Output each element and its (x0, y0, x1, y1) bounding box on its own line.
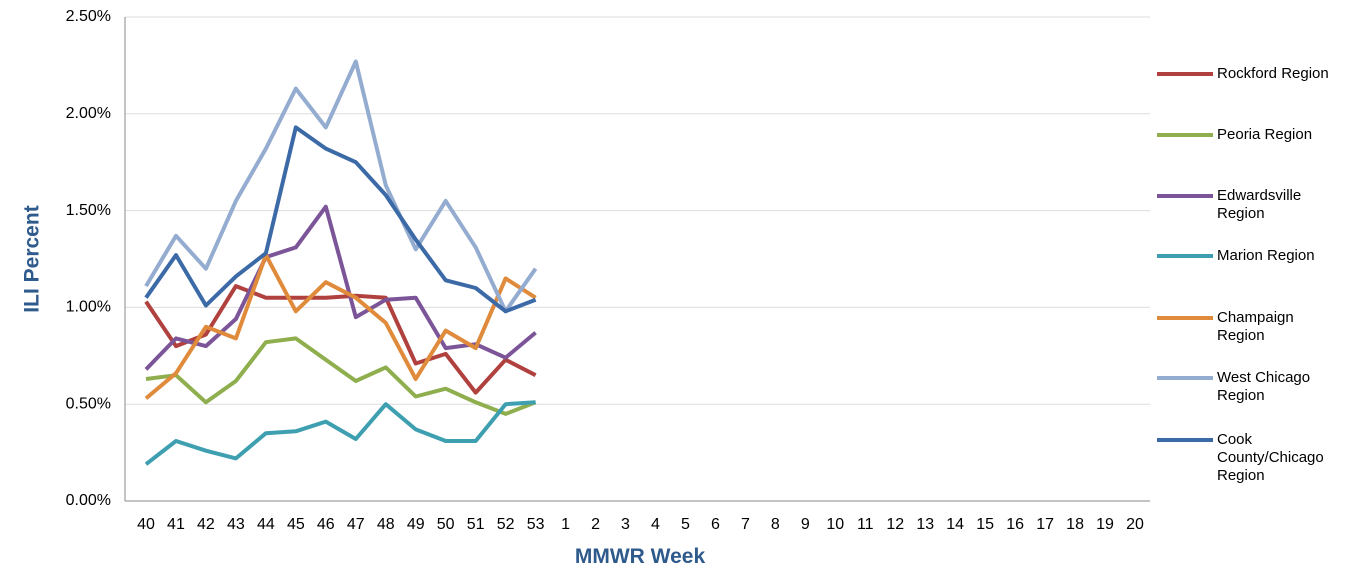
legend-label: Rockford Region (1217, 65, 1329, 82)
x-tick-label: 41 (167, 516, 185, 533)
x-tick-label: 44 (257, 516, 275, 533)
series-line (144, 253, 537, 400)
series-line (144, 59, 538, 314)
x-tick-label: 2 (591, 516, 600, 533)
x-tick-label: 46 (317, 516, 335, 533)
legend-label: Edwardsville Region (1217, 187, 1302, 222)
x-tick-label: 16 (1006, 516, 1024, 533)
series-line (144, 400, 536, 466)
x-axis-title: MMWR Week (575, 545, 706, 568)
x-tick-label: 18 (1066, 516, 1084, 533)
x-tick-label: 52 (497, 516, 515, 533)
x-tick-label: 49 (407, 516, 425, 533)
x-tick-label: 8 (771, 516, 780, 533)
legend-label: Peoria Region (1217, 126, 1313, 143)
x-tick-label: 3 (621, 516, 630, 533)
x-tick-label: 5 (681, 516, 690, 533)
y-tick-label: 0.00% (66, 492, 111, 509)
x-tick-label: 47 (347, 516, 365, 533)
x-tick-label: 14 (946, 516, 964, 533)
y-axis-title: ILI Percent (21, 205, 44, 312)
x-tick-label: 12 (886, 516, 904, 533)
x-tick-label: 4 (651, 516, 660, 533)
x-tick-label: 6 (711, 516, 720, 533)
x-tick-label: 43 (227, 516, 245, 533)
x-tick-label: 17 (1036, 516, 1054, 533)
legend-label: Cook County/Chicago Region (1217, 431, 1324, 484)
x-tick-label: 45 (287, 516, 305, 533)
x-tick-label: 48 (377, 516, 395, 533)
x-tick-label: 51 (467, 516, 485, 533)
series-line (145, 336, 537, 416)
legend-label: Champaign Region (1217, 309, 1294, 344)
y-tick-label: 2.00% (66, 105, 111, 122)
x-tick-label: 10 (826, 516, 844, 533)
x-tick-label: 19 (1096, 516, 1114, 533)
legend-label: West Chicago Region (1217, 369, 1311, 404)
y-tick-label: 2.50% (66, 8, 111, 25)
y-tick-label: 0.50% (66, 395, 111, 412)
x-tick-label: 15 (976, 516, 994, 533)
x-tick-label: 7 (741, 516, 750, 533)
x-tick-label: 53 (527, 516, 545, 533)
x-tick-label: 11 (857, 516, 874, 533)
x-tick-label: 1 (561, 516, 570, 533)
series-line (144, 284, 537, 395)
legend-label: Marion Region (1217, 247, 1315, 264)
x-tick-label: 42 (197, 516, 215, 533)
x-tick-label: 40 (137, 516, 155, 533)
y-tick-label: 1.50% (66, 202, 111, 219)
x-tick-label: 13 (916, 516, 934, 533)
series-line (144, 125, 537, 314)
x-tick-label: 50 (437, 516, 455, 533)
x-tick-label: 9 (801, 516, 810, 533)
y-tick-label: 1.00% (66, 299, 111, 316)
x-tick-label: 20 (1126, 516, 1144, 533)
